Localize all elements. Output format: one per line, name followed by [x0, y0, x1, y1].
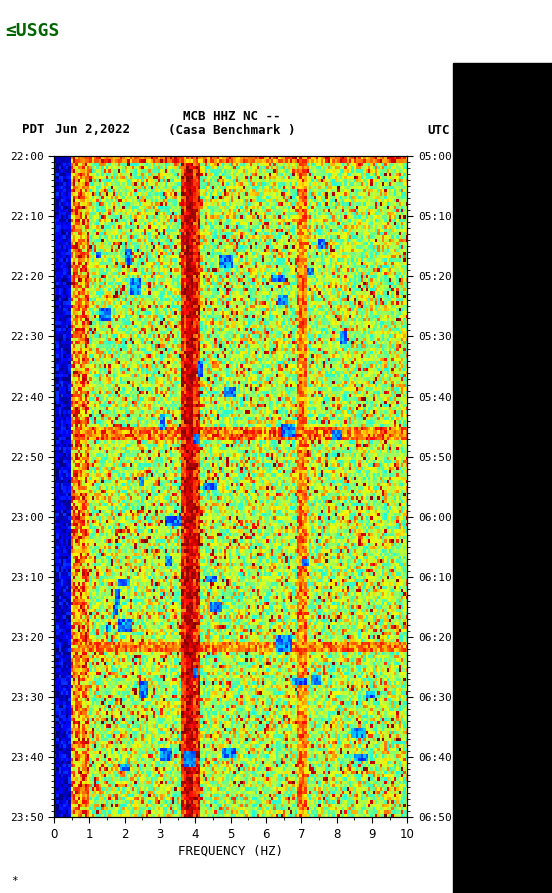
Text: UTC: UTC [428, 123, 450, 137]
Text: *: * [11, 876, 18, 886]
Text: (Casa Benchmark ): (Casa Benchmark ) [168, 123, 295, 137]
Text: MCB HHZ NC --: MCB HHZ NC -- [183, 110, 280, 123]
X-axis label: FREQUENCY (HZ): FREQUENCY (HZ) [178, 845, 283, 857]
Text: ≤USGS: ≤USGS [6, 22, 60, 40]
Text: Jun 2,2022: Jun 2,2022 [55, 123, 130, 136]
Text: PDT: PDT [22, 123, 45, 136]
